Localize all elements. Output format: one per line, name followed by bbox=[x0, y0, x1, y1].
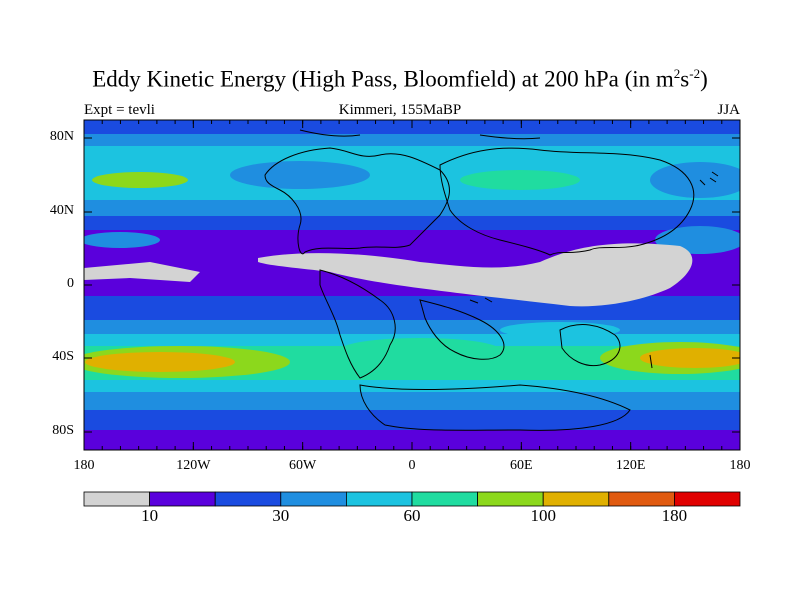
x-tick-label: 60E bbox=[510, 458, 533, 473]
colorbar-label: 180 bbox=[661, 506, 688, 525]
chart-title: Eddy Kinetic Energy (High Pass, Bloomfie… bbox=[92, 66, 708, 92]
colorbar-box bbox=[214, 491, 282, 507]
colorbar-box bbox=[477, 491, 544, 507]
x-tick-label: 120E bbox=[615, 458, 646, 473]
coastlines bbox=[264, 129, 719, 431]
x-tick-label: 60W bbox=[289, 458, 317, 473]
colorbar-box bbox=[674, 491, 741, 507]
x-tick-label: 180 bbox=[729, 458, 751, 473]
x-tick-label: 180 bbox=[73, 458, 95, 473]
y-tick-label: 0 bbox=[67, 276, 74, 291]
colorbar-box bbox=[608, 491, 675, 507]
colorbar-box bbox=[280, 491, 347, 507]
experiment-label: Expt = tevli bbox=[84, 102, 155, 118]
colorbar-label: 30 bbox=[272, 506, 290, 525]
y-tick-label: 80N bbox=[49, 129, 74, 144]
colorbar-box bbox=[411, 491, 478, 507]
season-label: JJA bbox=[717, 102, 740, 118]
colorbar-box bbox=[542, 491, 610, 507]
period-label: Kimmeri, 155MaBP bbox=[338, 102, 462, 118]
colorbar bbox=[83, 491, 741, 507]
y-tick-label: 80S bbox=[52, 423, 74, 438]
colorbar-label: 60 bbox=[403, 506, 421, 525]
colorbar-label: 100 bbox=[530, 506, 556, 525]
colorbar-box bbox=[149, 491, 216, 507]
y-tick-label: 40N bbox=[49, 203, 74, 218]
colorbar-label: 10 bbox=[141, 506, 159, 525]
y-tick-label: 40S bbox=[52, 349, 74, 364]
x-tick-label: 0 bbox=[408, 458, 416, 473]
x-tick-label: 120W bbox=[176, 458, 211, 473]
axis-ticks bbox=[83, 120, 741, 450]
eke-field bbox=[84, 120, 740, 450]
colorbar-box bbox=[345, 491, 413, 507]
colorbar-box bbox=[83, 491, 150, 507]
